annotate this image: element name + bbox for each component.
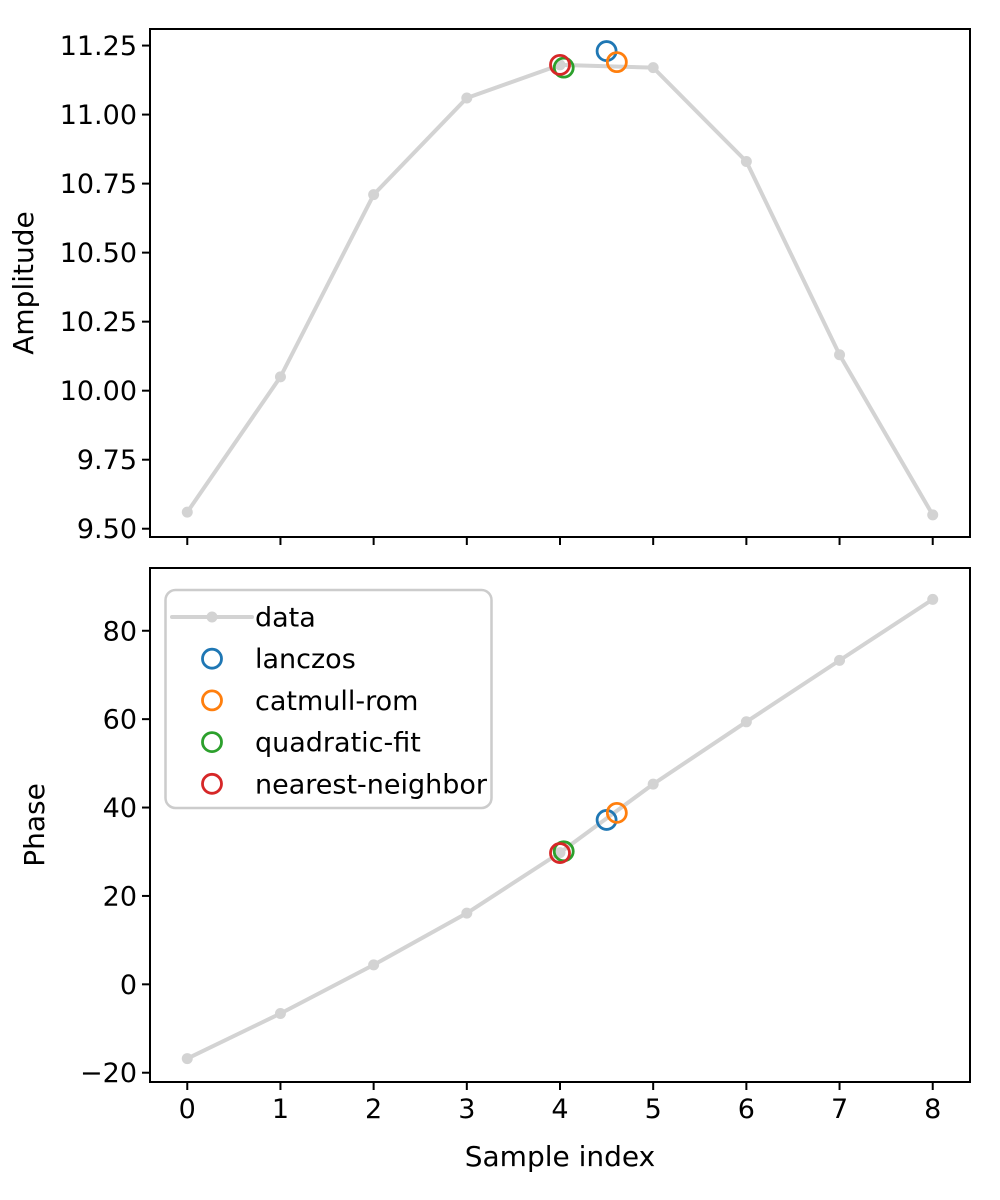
y-tick-label: 11.25 xyxy=(60,31,137,62)
subplot-top: 9.50 9.75 10.00 10.25 10.50 10.75 11.00 11.25 Am… xyxy=(7,28,971,545)
legend-item-data: data xyxy=(170,603,316,634)
marker-nearest-neighbor xyxy=(549,842,571,864)
x-tick-label: 5 xyxy=(645,1094,662,1125)
y-tick-label: −20 xyxy=(80,1058,137,1089)
y-tick-label: 9.75 xyxy=(77,445,137,476)
data-point xyxy=(647,62,659,74)
y-tick-label: 20 xyxy=(103,881,137,912)
x-tick-label: 2 xyxy=(365,1094,382,1125)
legend-frame xyxy=(164,588,493,810)
data-line xyxy=(185,62,935,517)
data-point xyxy=(461,92,473,104)
data-point xyxy=(368,959,380,971)
x-tick-label: 8 xyxy=(924,1094,941,1125)
y-tick-label: 9.50 xyxy=(77,514,137,545)
data-point xyxy=(368,189,380,201)
data-point xyxy=(740,156,752,168)
marker-lanczos xyxy=(595,40,618,62)
legend-item-quadratic-fit: quadratic-fit xyxy=(201,728,421,759)
data-point xyxy=(274,1007,286,1019)
data-point xyxy=(554,847,566,859)
data-point xyxy=(927,593,939,605)
data-point xyxy=(740,716,752,728)
legend-circle-sample xyxy=(201,689,223,712)
legend-circle-sample xyxy=(201,731,223,753)
y-axis-label: Phase xyxy=(18,783,51,867)
legend-label: nearest-neighbor xyxy=(255,769,488,800)
x-tick-label: 3 xyxy=(458,1094,475,1125)
legend-circle-sample xyxy=(201,647,223,670)
x-tick-label: 1 xyxy=(272,1094,289,1125)
marker-nearest-neighbor xyxy=(549,53,571,76)
y-tick-label: 60 xyxy=(103,705,137,736)
legend-label: quadratic-fit xyxy=(255,728,421,759)
x-tick-label: 0 xyxy=(179,1094,196,1125)
x-tick-label: 6 xyxy=(738,1094,755,1125)
marker-quadratic-fit xyxy=(552,56,575,79)
y-tick-label: 40 xyxy=(103,793,137,824)
marker-catmull-rom xyxy=(605,51,628,74)
x-axis-label: Sample index xyxy=(465,1140,656,1173)
legend-label: lanczos xyxy=(255,644,356,675)
data-point xyxy=(834,349,846,361)
y-tick-label: 80 xyxy=(103,616,137,647)
data-point xyxy=(274,371,286,383)
y-tick-label: 0 xyxy=(120,970,137,1001)
y-tick-label: 10.25 xyxy=(60,307,137,338)
data-point xyxy=(927,509,939,521)
y-tick-label: 11.00 xyxy=(60,100,137,131)
data-point xyxy=(181,506,193,518)
legend-circle-sample xyxy=(201,772,223,795)
y-axis-label: Amplitude xyxy=(7,211,40,355)
legend-label: catmull-rom xyxy=(255,686,418,717)
data-point xyxy=(647,778,659,790)
legend-dot-sample xyxy=(206,611,218,623)
y-tick-label: 10.00 xyxy=(60,376,137,407)
y-tick-label: 10.75 xyxy=(60,169,137,200)
legend-item-nearest-neighbor: nearest-neighbor xyxy=(201,769,488,800)
legend: data lanczos catmull-rom quadratic-fit neare… xyxy=(164,588,493,810)
data-point xyxy=(461,907,473,919)
subplot-bottom: 0 1 2 3 4 5 6 7 8 −20 0 20 40 60 80 Phase Sample index da… xyxy=(18,567,971,1173)
x-tick-label: 4 xyxy=(551,1094,568,1125)
data-point xyxy=(834,654,846,666)
marker-catmull-rom xyxy=(605,801,628,824)
legend-item-lanczos: lanczos xyxy=(201,644,356,675)
axes-spines xyxy=(149,28,971,538)
legend-item-catmull-rom: catmull-rom xyxy=(201,686,418,717)
y-tick-label: 10.50 xyxy=(60,238,137,269)
data-point xyxy=(181,1053,193,1065)
legend-label: data xyxy=(255,603,316,634)
x-tick-label: 7 xyxy=(831,1094,848,1125)
